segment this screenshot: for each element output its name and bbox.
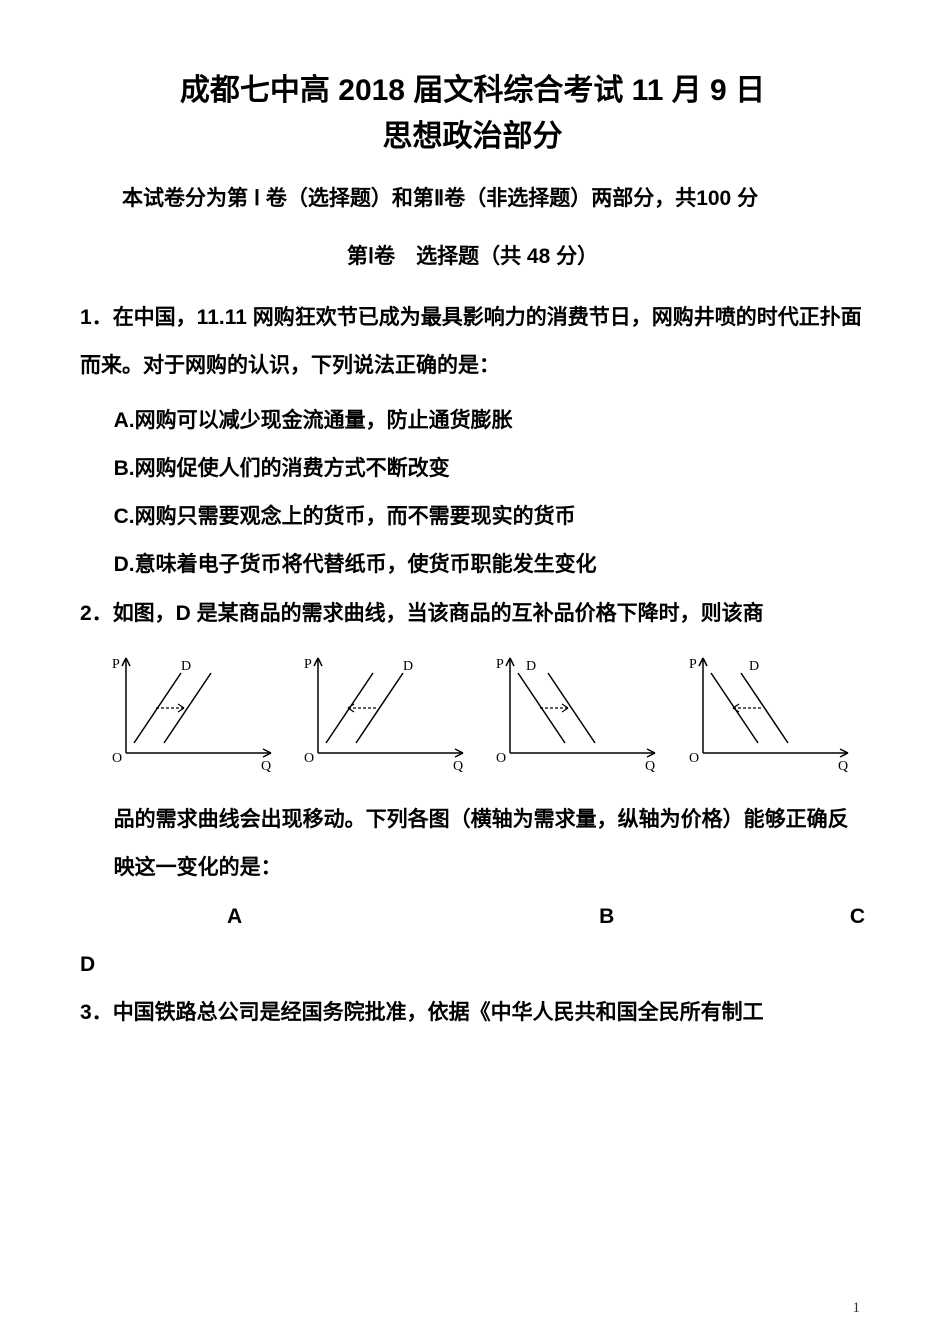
- question-2: 2．如图，D 是某商品的需求曲线，当该商品的互补品价格下降时，则该商: [80, 590, 865, 638]
- exam-intro: 本试卷分为第 Ⅰ 卷（选择题）和第Ⅱ卷（非选择题）两部分，共100 分: [80, 178, 865, 220]
- chart-a-q-label: Q: [261, 759, 271, 773]
- chart-a-d-label: D: [181, 659, 191, 674]
- chart-a-svg: P O Q D: [106, 648, 286, 773]
- chart-d-q-label: Q: [838, 759, 848, 773]
- chart-d-svg: P O Q D: [683, 648, 863, 773]
- question-3: 3．中国铁路总公司是经国务院批准，依据《中华人民共和国全民所有制工: [80, 989, 865, 1037]
- chart-c-q-label: Q: [645, 759, 655, 773]
- chart-b-svg: P O Q D: [298, 648, 478, 773]
- chart-b-p-label: P: [304, 657, 312, 672]
- answer-label-a: A: [227, 893, 242, 941]
- q1-option-a: A.网购可以减少现金流通量，防止通货膨胀: [80, 397, 865, 445]
- q2-number: 2．: [80, 602, 113, 625]
- chart-d: P O Q D: [683, 648, 865, 778]
- chart-b-d-label: D: [403, 659, 413, 674]
- q1-option-d: D.意味着电子货币将代替纸币，使货币职能发生变化: [80, 541, 865, 589]
- chart-b-q-label: Q: [453, 759, 463, 773]
- exam-title-line2: 思想政治部分: [80, 116, 865, 158]
- answer-label-c: C: [850, 893, 865, 941]
- chart-b-o-label: O: [304, 751, 314, 766]
- chart-c-o-label: O: [496, 751, 506, 766]
- q1-option-b: B.网购促使人们的消费方式不断改变: [80, 445, 865, 493]
- chart-c-svg: P O Q D: [490, 648, 670, 773]
- q3-text: 中国铁路总公司是经国务院批准，依据《中华人民共和国全民所有制工: [113, 1001, 764, 1024]
- q1-number: 1．: [80, 306, 113, 329]
- chart-a: P O Q D: [106, 648, 288, 778]
- chart-b: P O Q D: [298, 648, 480, 778]
- section-header: 第Ⅰ卷 选择题（共 48 分）: [80, 240, 865, 270]
- chart-c: P O Q D: [490, 648, 672, 778]
- chart-c-d-label: D: [526, 659, 536, 674]
- page-number: 1: [853, 1300, 861, 1317]
- chart-a-p-label: P: [112, 657, 120, 672]
- chart-a-o-label: O: [112, 751, 122, 766]
- q2-text-part2: 品的需求曲线会出现移动。下列各图（横轴为需求量，纵轴为价格）能够正确反映这一变化…: [80, 796, 865, 893]
- answer-labels: A B C D: [80, 893, 865, 990]
- chart-d-o-label: O: [689, 751, 699, 766]
- answer-label-d: D: [80, 953, 95, 976]
- answer-label-b: B: [599, 893, 614, 941]
- q1-option-c: C.网购只需要观念上的货币，而不需要现实的货币: [80, 493, 865, 541]
- question-1: 1．在中国，11.11 网购狂欢节已成为最具影响力的消费节日，网购井喷的时代正扑…: [80, 294, 865, 391]
- chart-c-p-label: P: [496, 657, 504, 672]
- chart-d-d-label: D: [749, 659, 759, 674]
- q2-text-part1: 如图，D 是某商品的需求曲线，当该商品的互补品价格下降时，则该商: [113, 602, 764, 625]
- chart-d-p-label: P: [689, 657, 697, 672]
- charts-row: P O Q D P O Q D: [80, 648, 865, 778]
- q3-number: 3．: [80, 1001, 113, 1024]
- q1-text: 在中国，11.11 网购狂欢节已成为最具影响力的消费节日，网购井喷的时代正扑面而…: [80, 306, 862, 377]
- exam-title-line1: 成都七中高 2018 届文科综合考试 11 月 9 日: [80, 70, 865, 112]
